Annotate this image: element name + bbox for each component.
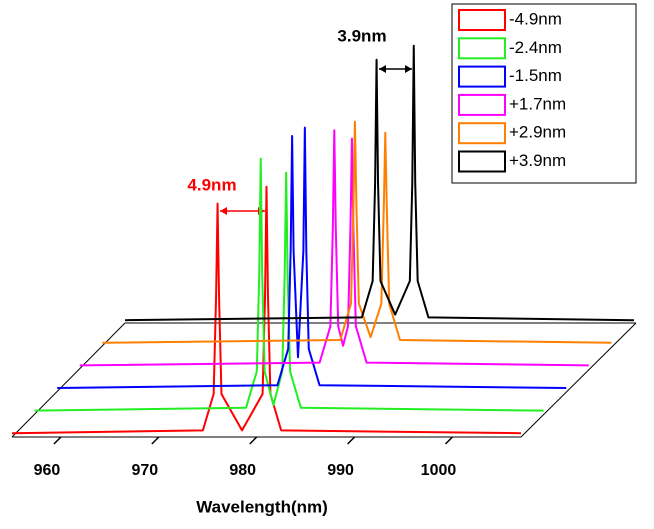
annotation: 3.9nm xyxy=(337,26,386,45)
legend-label: -4.9nm xyxy=(509,9,562,28)
legend-swatch xyxy=(458,65,506,88)
x-tick xyxy=(53,436,62,445)
legend-box xyxy=(451,3,637,184)
floor xyxy=(11,322,637,438)
x-tick xyxy=(444,436,454,445)
spectrum-line xyxy=(79,129,589,367)
legend-swatch xyxy=(458,9,506,31)
x-tick-label: 960 xyxy=(34,462,61,479)
legend-swatch xyxy=(458,93,506,116)
arrow xyxy=(220,207,265,215)
floor-right-edge xyxy=(520,322,637,438)
legend-label: -1.5nm xyxy=(509,66,562,85)
x-tick-label: 1000 xyxy=(421,462,457,479)
legend-label: +1.7nm xyxy=(509,94,566,113)
arrow xyxy=(379,65,412,73)
x-axis-label: Wavelength(nm) xyxy=(196,497,328,516)
legend-label: +2.9nm xyxy=(509,123,566,142)
spectrum-line xyxy=(57,126,567,389)
x-tick xyxy=(347,436,356,445)
spectrum-line xyxy=(124,44,635,322)
legend-label: -2.4nm xyxy=(509,38,562,57)
annotation: 4.9nm xyxy=(187,175,236,194)
x-tick-label: 980 xyxy=(229,462,256,479)
x-tick xyxy=(151,436,160,445)
spectrum-line xyxy=(11,185,522,435)
x-tick xyxy=(249,436,258,445)
legend-swatch xyxy=(458,37,506,60)
legend-label: +3.9nm xyxy=(509,151,566,170)
legend-swatch xyxy=(458,150,506,173)
spectrum-line xyxy=(102,120,612,344)
floor-left-edge xyxy=(11,322,126,438)
x-tick-label: 970 xyxy=(131,462,158,479)
x-tick-label: 990 xyxy=(327,462,354,479)
legend-swatch xyxy=(458,122,506,145)
